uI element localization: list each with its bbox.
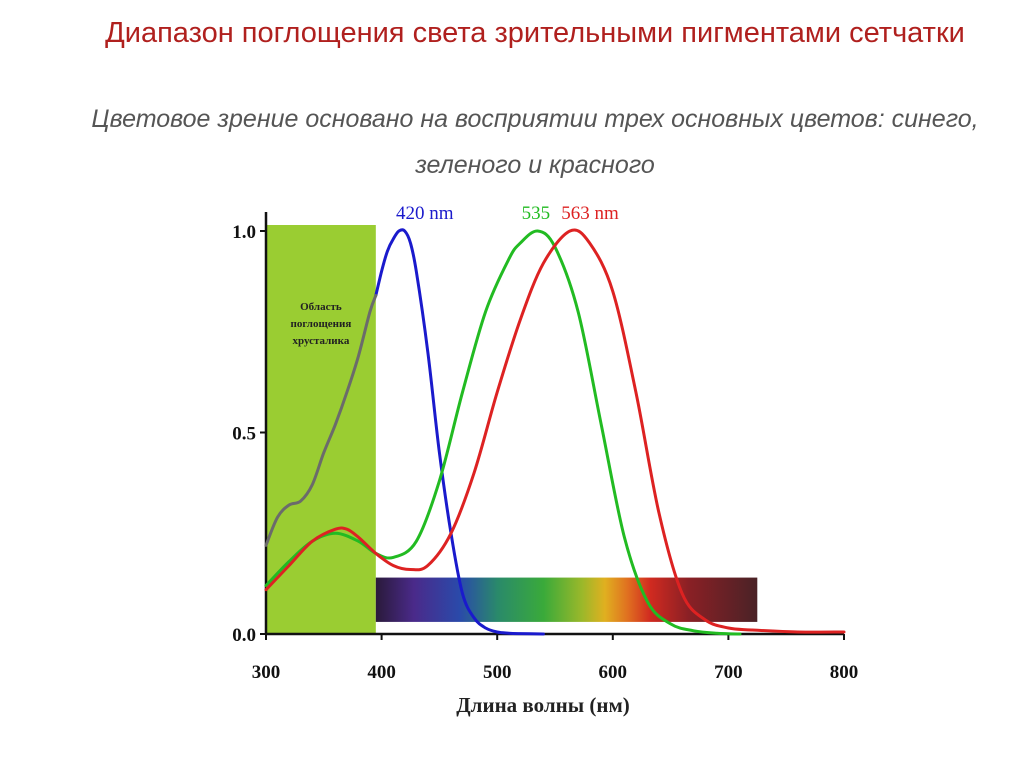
lens-region-label-line: хрусталика [292, 335, 349, 347]
y-tick-label: 0.0 [232, 625, 256, 646]
x-tick-label: 600 [599, 662, 628, 683]
chart-axes: 300 400 500 600 700 800 0.0 0.5 1.0 Длина волны (… [232, 212, 858, 717]
x-tick-label: 700 [714, 662, 743, 683]
absorption-curves [264, 228, 846, 636]
x-tick-label: 800 [830, 662, 859, 683]
lens-region-label-line: Область [300, 301, 342, 313]
lens-region-label-line: поглощения [291, 318, 352, 330]
absorption-curve-series [264, 228, 846, 634]
x-axis-title: Длина волны (нм) [456, 693, 630, 717]
y-tick-label: 1.0 [232, 222, 256, 243]
chart-labels: 420 nm 535 563 nm [396, 203, 619, 224]
absorption-curve-series [264, 229, 742, 636]
slide-subtitle: Цветовое зрение основано на восприятии т… [91, 105, 979, 179]
absorption-curve-series [264, 294, 378, 547]
peak-label: 563 nm [561, 203, 619, 224]
peak-label: 420 nm [396, 203, 454, 224]
x-tick-label: 300 [252, 662, 281, 683]
absorption-curve-series [374, 228, 545, 636]
peak-label: 535 [522, 203, 551, 224]
y-tick-label: 0.5 [232, 424, 256, 445]
x-tick-label: 400 [367, 662, 396, 683]
spectrum-bar-rect [375, 577, 758, 622]
visible-spectrum-bar [375, 577, 758, 622]
slide-title: Диапазон поглощения света зрительными пи… [105, 17, 965, 49]
x-tick-label: 500 [483, 662, 512, 683]
